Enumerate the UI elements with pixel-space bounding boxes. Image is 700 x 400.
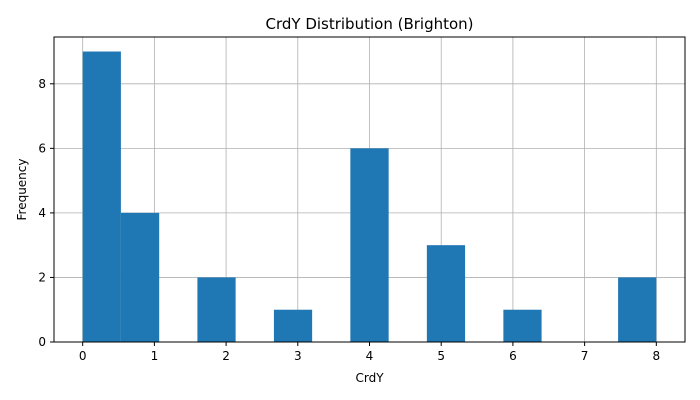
x-tick-label: 2 bbox=[222, 349, 230, 363]
x-ticks: 0 1 2 3 4 5 6 7 8 bbox=[79, 342, 660, 363]
histogram-bar bbox=[197, 277, 236, 342]
x-axis-label: CrdY bbox=[355, 371, 384, 385]
histogram-bar bbox=[273, 309, 313, 342]
y-axis-label: Frequency bbox=[15, 159, 29, 221]
chart-title: CrdY Distribution (Brighton) bbox=[265, 15, 473, 33]
y-tick-label: 2 bbox=[38, 270, 46, 284]
histogram-bar bbox=[618, 277, 657, 342]
y-ticks: 0 2 4 6 8 bbox=[38, 77, 54, 349]
y-tick-label: 0 bbox=[38, 335, 46, 349]
x-tick-label: 4 bbox=[366, 349, 374, 363]
x-tick-label: 1 bbox=[151, 349, 159, 363]
histogram-bar bbox=[120, 212, 160, 342]
histogram-bar bbox=[82, 51, 121, 343]
histogram-bar bbox=[503, 309, 542, 342]
x-tick-label: 6 bbox=[509, 349, 517, 363]
x-tick-label: 0 bbox=[79, 349, 87, 363]
x-tick-label: 3 bbox=[294, 349, 302, 363]
bars bbox=[82, 51, 657, 343]
x-tick-label: 8 bbox=[652, 349, 660, 363]
x-tick-label: 5 bbox=[437, 349, 445, 363]
y-tick-label: 4 bbox=[38, 206, 46, 220]
histogram-bar bbox=[426, 245, 466, 342]
x-tick-label: 7 bbox=[581, 349, 589, 363]
y-tick-label: 8 bbox=[38, 77, 46, 91]
histogram-bar bbox=[350, 148, 389, 342]
y-tick-label: 6 bbox=[38, 141, 46, 155]
